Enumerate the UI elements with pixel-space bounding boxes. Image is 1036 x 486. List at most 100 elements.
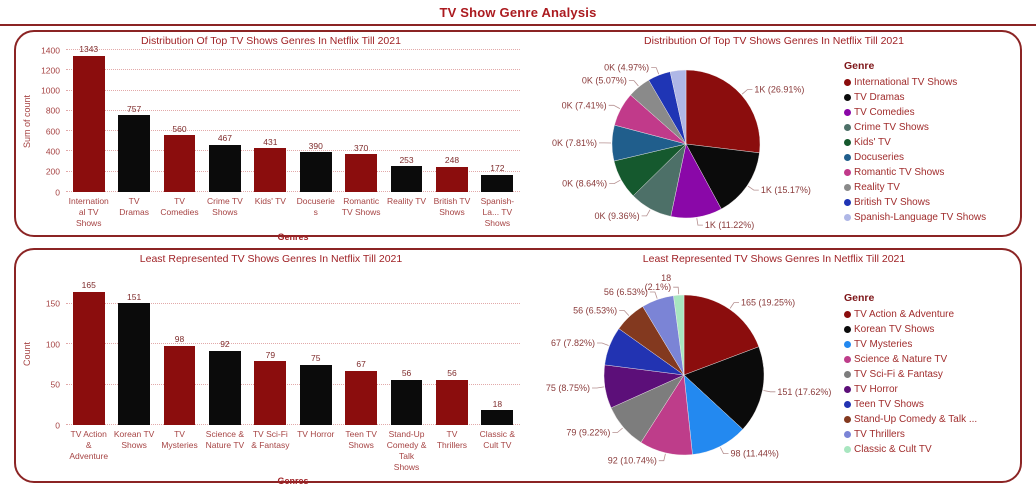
legend-item[interactable]: TV Horror [844, 382, 1010, 397]
bar-value-label: 165 [81, 280, 96, 291]
bar[interactable] [163, 345, 196, 425]
legend-item[interactable]: TV Sci-Fi & Fantasy [844, 367, 1010, 382]
pie-data-label: 1K (11.22%) [705, 220, 754, 230]
legend-item[interactable]: Classic & Cult TV [844, 442, 1010, 457]
legend-dot-icon [844, 153, 851, 161]
bar-value-label: 56 [447, 368, 457, 379]
bar[interactable] [209, 144, 241, 192]
bar[interactable] [481, 410, 514, 425]
legend-item[interactable]: Docuseries [844, 150, 1010, 165]
pie-data-label: 67 (7.82%) [551, 338, 595, 348]
pie-slice[interactable] [685, 69, 761, 154]
legend-item[interactable]: TV Action & Adventure [844, 307, 1010, 322]
bar[interactable] [72, 55, 105, 192]
legend-dot-icon [844, 183, 851, 191]
legend-dot-icon [844, 370, 851, 378]
bar-value-label: 1343 [79, 44, 99, 55]
pie-slice[interactable] [683, 294, 760, 376]
legend: Genre International TV Shows TV Dramas TV C… [844, 49, 1014, 235]
gridline [66, 49, 520, 50]
legend-item[interactable]: Stand-Up Comedy & Talk ... [844, 412, 1010, 427]
bar[interactable] [345, 370, 378, 425]
x-category-label: Spanish-La... TV Shows [480, 196, 515, 229]
pie-data-label: 18 (2.1%) [645, 273, 672, 292]
legend-item[interactable]: TV Comedies [844, 105, 1010, 120]
pie-data-label: 0K (4.97%) [604, 63, 649, 73]
legend-item-label: British TV Shows [854, 196, 930, 208]
bar-cell: 75 [293, 283, 338, 425]
x-category-label: TV Thrillers [436, 429, 468, 451]
title-rule [0, 24, 1036, 26]
bar-chart-body: Count 0 50 100 150 165 151 98 92 79 75 67 56 56 18 TV A… [22, 280, 520, 486]
bar[interactable] [390, 166, 423, 192]
bar-cell: 92 [202, 283, 247, 425]
bar[interactable] [481, 174, 514, 192]
legend-dot-icon [844, 385, 851, 393]
bar-cell: 172 [475, 50, 520, 192]
legend-item[interactable]: Reality TV [844, 180, 1010, 195]
bar-cell: 98 [157, 283, 202, 425]
top-bar-chart: Distribution Of Top TV Shows Genres In N… [16, 32, 528, 242]
pie-body: 165 (19.25%) 151 (17.62%) 98 (11.44%) 92 (1… [534, 267, 1014, 481]
legend-item-label: TV Mysteries [854, 338, 913, 350]
bar[interactable] [254, 361, 287, 425]
bar-value-label: 79 [265, 349, 276, 360]
bar-value-label: 757 [127, 103, 142, 114]
y-tick-label: 100 [45, 339, 60, 350]
bar-cell: 56 [429, 283, 474, 425]
y-axis-ticks: 0 50 100 150 [36, 283, 66, 429]
legend-item[interactable]: Romantic TV Shows [844, 165, 1010, 180]
bar[interactable] [118, 115, 150, 192]
x-category-label: International TV Shows [68, 196, 109, 229]
legend-item-label: Classic & Cult TV [854, 443, 932, 455]
legend-item[interactable]: Crime TV Shows [844, 120, 1010, 135]
legend-item[interactable]: International TV Shows [844, 75, 1010, 90]
bar[interactable] [209, 350, 241, 425]
bar[interactable] [436, 166, 468, 192]
pie-slice[interactable] [683, 346, 765, 430]
pie-label-leader [628, 80, 639, 87]
page-header: TV Show Genre Analysis [0, 0, 1036, 26]
legend-item-label: Teen TV Shows [854, 398, 924, 410]
legend-item[interactable]: TV Mysteries [844, 337, 1010, 352]
x-category-label: Romantic TV Shows [341, 196, 381, 218]
legend-dot-icon [844, 430, 851, 438]
bar[interactable] [299, 152, 332, 192]
bar[interactable] [345, 154, 378, 192]
bar[interactable] [118, 303, 150, 425]
gridline [66, 343, 520, 345]
chart-title: Distribution Of Top TV Shows Genres In N… [644, 35, 904, 47]
bar[interactable] [72, 291, 105, 425]
pie-label-leader [609, 179, 621, 185]
pie-label-leader [597, 342, 609, 346]
legend-item[interactable]: Science & Nature TV [844, 352, 1010, 367]
bar[interactable] [390, 379, 423, 425]
legend-item[interactable]: TV Thrillers [844, 427, 1010, 442]
legend-item-label: Stand-Up Comedy & Talk ... [854, 413, 978, 425]
x-category-label: Stand-Up Comedy & Talk Shows [386, 429, 427, 473]
pie-label-leader [729, 302, 739, 309]
y-tick-label: 200 [45, 166, 60, 177]
legend-item[interactable]: TV Dramas [844, 90, 1010, 105]
legend-item[interactable]: Korean TV Shows [844, 322, 1010, 337]
legend-item[interactable]: British TV Shows [844, 195, 1010, 210]
pie-data-label: 1K (26.91%) [754, 85, 804, 95]
bar[interactable] [436, 379, 468, 425]
pie-label-leader [649, 291, 658, 299]
pie-slice[interactable] [673, 294, 685, 376]
pie-slice[interactable] [685, 143, 760, 210]
bar[interactable] [254, 148, 287, 192]
legend-dot-icon [844, 108, 851, 116]
x-category-labels: TV Action & Adventure Korean TV Shows TV M… [66, 429, 520, 473]
bar-value-label: 98 [174, 334, 185, 345]
bar[interactable] [163, 135, 196, 192]
pie-slice[interactable] [669, 69, 687, 145]
legend-item[interactable]: Spanish-Language TV Shows [844, 210, 1010, 225]
legend-item[interactable]: Teen TV Shows [844, 397, 1010, 412]
bar[interactable] [299, 364, 332, 425]
gridline [66, 130, 520, 132]
legend-item[interactable]: Kids' TV [844, 135, 1010, 150]
plot-column: 1343 757 560 467 431 390 370 253 248 172 Internati… [66, 45, 520, 242]
pie-data-label: 75 (8.75%) [546, 383, 590, 393]
x-category-label: British TV Shows [433, 196, 471, 218]
